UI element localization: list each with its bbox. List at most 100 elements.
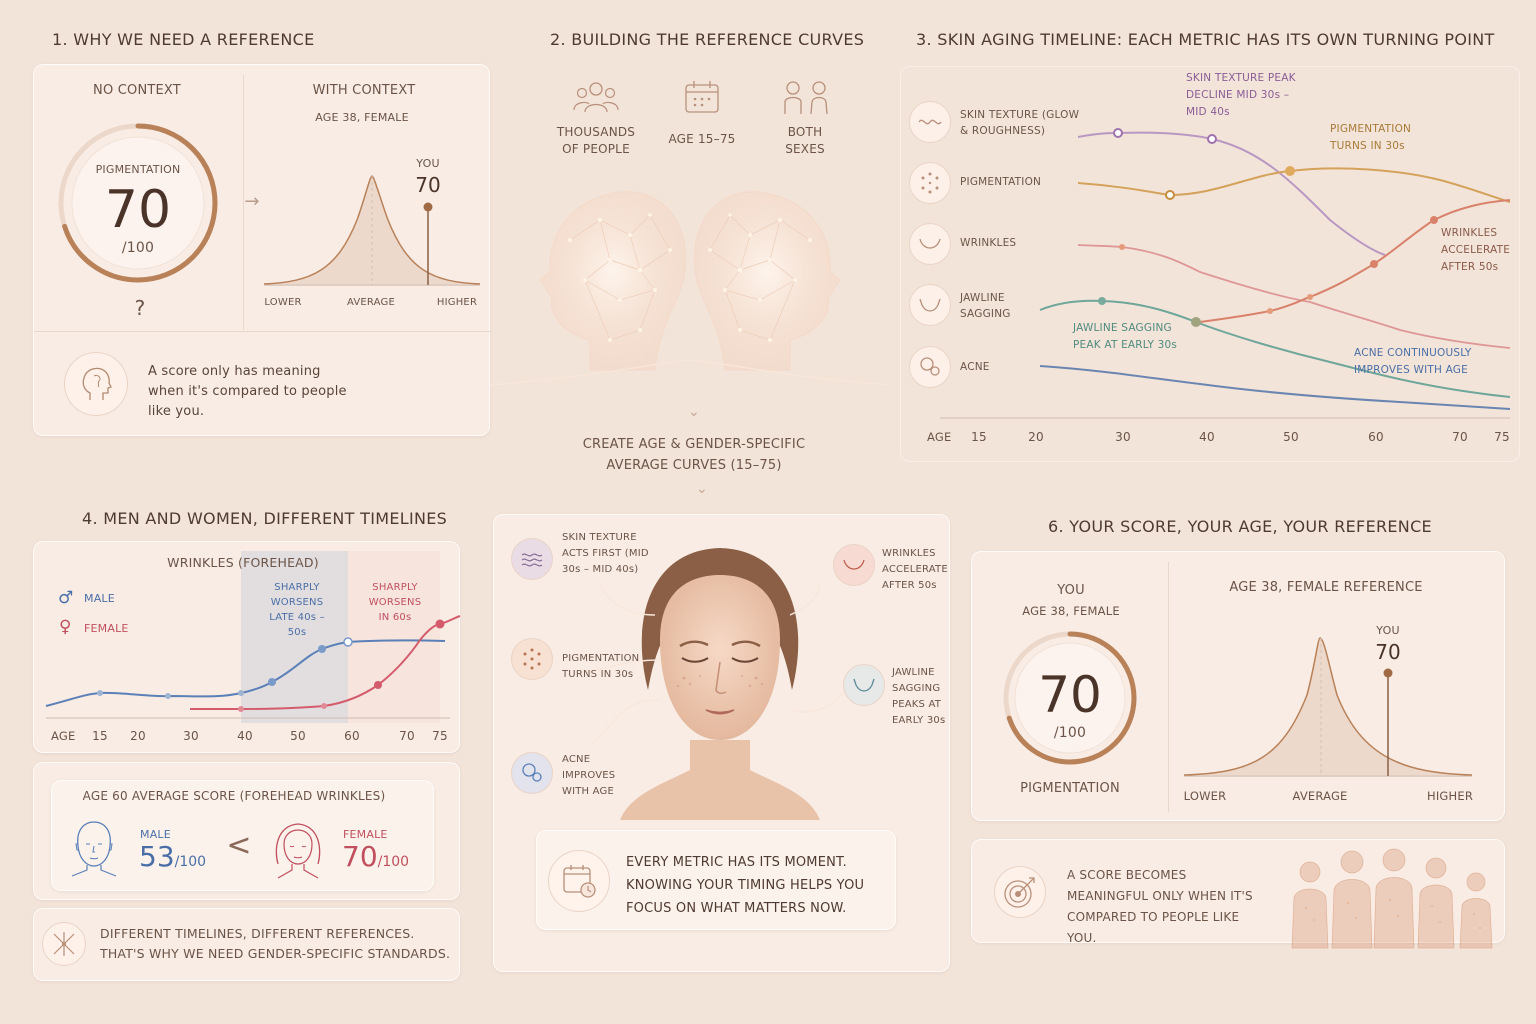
lower-label: LOWER: [264, 297, 302, 308]
people-crowd-illustration: [1291, 848, 1493, 949]
male-legend-label: MALE: [84, 592, 115, 605]
pigment-point: [1285, 166, 1295, 176]
gauge-metric-label: PIGMENTATION: [95, 163, 181, 176]
branching-arrows-icon: [42, 922, 86, 966]
section6-note: A SCORE BECOMES MEANINGFUL ONLY WHEN IT'…: [1067, 868, 1253, 945]
annotation-acne: ACNE CONTINUOUSLY IMPROVES WITH AGE: [1354, 347, 1472, 376]
age-label: AGE 38, FEMALE: [315, 111, 409, 124]
pigmentation-dots-icon: [909, 162, 951, 204]
head-profile-icon: [64, 352, 128, 416]
wrinkle-curve-icon: [833, 544, 875, 586]
pigment-point: [1165, 190, 1175, 200]
you-score: 70: [415, 173, 441, 197]
aging-timeline-chart: [940, 128, 1511, 419]
face-acne-label: ACNE IMPROVES WITH AGE: [562, 754, 616, 797]
female-score: 70/100: [342, 840, 409, 873]
axis-tick: 30: [183, 729, 199, 743]
face-texture-label: SKIN TEXTURE ACTS FIRST (MID 30s – MID 4…: [562, 532, 649, 575]
calendar-icon: [685, 81, 719, 113]
annotation-pigment: PIGMENTATION TURNS IN 30s: [1330, 123, 1412, 152]
annotation-texture: SKIN TEXTURE PEAK DECLINE MID 30s – MID …: [1186, 72, 1296, 118]
age-axis-label: AGE: [51, 729, 76, 743]
people-group-icon: [573, 82, 619, 113]
section2-title: 2. BUILDING THE REFERENCE CURVES: [550, 30, 865, 49]
section3-title: 3. SKIN AGING TIMELINE: EACH METRIC HAS …: [916, 30, 1495, 49]
section3-panel: [900, 66, 1520, 462]
axis-tick: 15: [92, 729, 108, 743]
calendar-clock-icon: [548, 850, 610, 912]
axis-tick: 20: [1028, 430, 1044, 444]
male-score-label: MALE: [140, 828, 171, 841]
wrinkle-point: [1267, 308, 1273, 314]
section4-title: 4. MEN AND WOMEN, DIFFERENT TIMELINES: [82, 509, 448, 528]
axis-tick: 40: [237, 729, 253, 743]
chevron-down-icon: ⌄: [696, 481, 708, 497]
row-label-acne: ACNE: [960, 361, 990, 373]
axis-tick: 50: [1283, 430, 1299, 444]
section1-note: A score only has meaning when it's compa…: [148, 364, 347, 419]
jawline-point: [1098, 297, 1106, 305]
gauge-score-max: /100: [121, 240, 155, 256]
female-legend-label: FEMALE: [84, 622, 129, 635]
annotation-wrinkles: WRINKLES ACCELERATE AFTER 50s: [1441, 227, 1511, 273]
wrinkle-point: [1430, 216, 1438, 224]
age-range-label: AGE 15–75: [668, 132, 736, 146]
thousands-label: THOUSANDS OF PEOPLE: [556, 125, 636, 156]
axis-tick: 15: [971, 430, 987, 444]
age60-title: AGE 60 AVERAGE SCORE (FOREHEAD WRINKLES): [82, 789, 386, 803]
less-than-symbol: <: [226, 828, 252, 863]
annotation-jawline: JAWLINE SAGGING PEAK AT EARLY 30s: [1073, 322, 1178, 351]
chevron-down-icon: ⌄: [688, 404, 700, 420]
wrinkles-chart-title: WRINKLES (FOREHEAD): [167, 555, 319, 570]
gauge-score: 70: [1038, 666, 1102, 724]
arrow-right-icon: →: [244, 191, 260, 212]
you-label: YOU: [1376, 624, 1400, 637]
axis-tick: 30: [1115, 430, 1131, 444]
axis-tick: 20: [130, 729, 146, 743]
you-title: YOU: [1057, 583, 1085, 598]
jawline-icon: [909, 284, 951, 326]
wrinkle-point: [1119, 244, 1125, 250]
jawline-icon: [843, 664, 885, 706]
male-highlight-band: [241, 551, 348, 723]
with-context-label: WITH CONTEXT: [312, 83, 416, 98]
section6-title: 6. YOUR SCORE, YOUR AGE, YOUR REFERENCE: [1048, 517, 1432, 536]
you-score: 70: [1375, 640, 1401, 664]
pigmentation-gauge: [1003, 631, 1137, 765]
row-label-jawline: JAWLINE SAGGING: [960, 292, 1011, 320]
female-note: SHARPLY WORSENS IN 60s: [368, 582, 422, 623]
target-icon: [994, 866, 1046, 918]
male-face-icon: [71, 821, 117, 877]
gauge-score-max: /100: [1053, 725, 1087, 741]
male-symbol-icon: ♂: [58, 588, 74, 608]
acne-bubbles-icon: [909, 346, 951, 388]
gauge-metric-label: PIGMENTATION: [1020, 781, 1120, 796]
question-mark: ?: [134, 296, 146, 320]
panel-divider: [1168, 562, 1169, 812]
panel-divider: [243, 75, 244, 330]
you-age: AGE 38, FEMALE: [1022, 604, 1120, 618]
acne-bubbles-icon: [511, 752, 553, 794]
section6-note-panel: [971, 839, 1505, 943]
network-heads-illustration: [489, 191, 891, 386]
average-label: AVERAGE: [346, 297, 396, 308]
higher-label: HIGHER: [436, 297, 478, 308]
age60-card: [51, 780, 434, 891]
bell-curve-2: [1183, 637, 1473, 777]
male-score: 53/100: [139, 840, 206, 873]
no-context-label: NO CONTEXT: [93, 83, 181, 98]
row-label-texture: SKIN TEXTURE (GLOW & ROUGHNESS): [960, 109, 1080, 137]
section4-note-panel: [33, 908, 460, 981]
face-connector-lines: [0, 0, 960, 820]
axis-tick: 60: [1368, 430, 1384, 444]
face-jawline-label: JAWLINE SAGGING PEAKS AT EARLY 30s: [892, 667, 946, 726]
bell-curve-1: [263, 175, 481, 286]
timeline-points: [1098, 128, 1438, 327]
create-curves-label: CREATE AGE & GENDER-SPECIFIC AVERAGE CUR…: [582, 437, 806, 473]
female-score-value: 70: [342, 840, 378, 873]
axis-tick: 70: [1452, 430, 1468, 444]
jawline-point: [1191, 317, 1201, 327]
wrinkle-point: [1370, 260, 1378, 268]
male-note: SHARPLY WORSENS LATE 40s – 50s: [269, 582, 325, 638]
section4-note-line2: THAT'S WHY WE NEED GENDER-SPECIFIC STAND…: [100, 946, 451, 961]
